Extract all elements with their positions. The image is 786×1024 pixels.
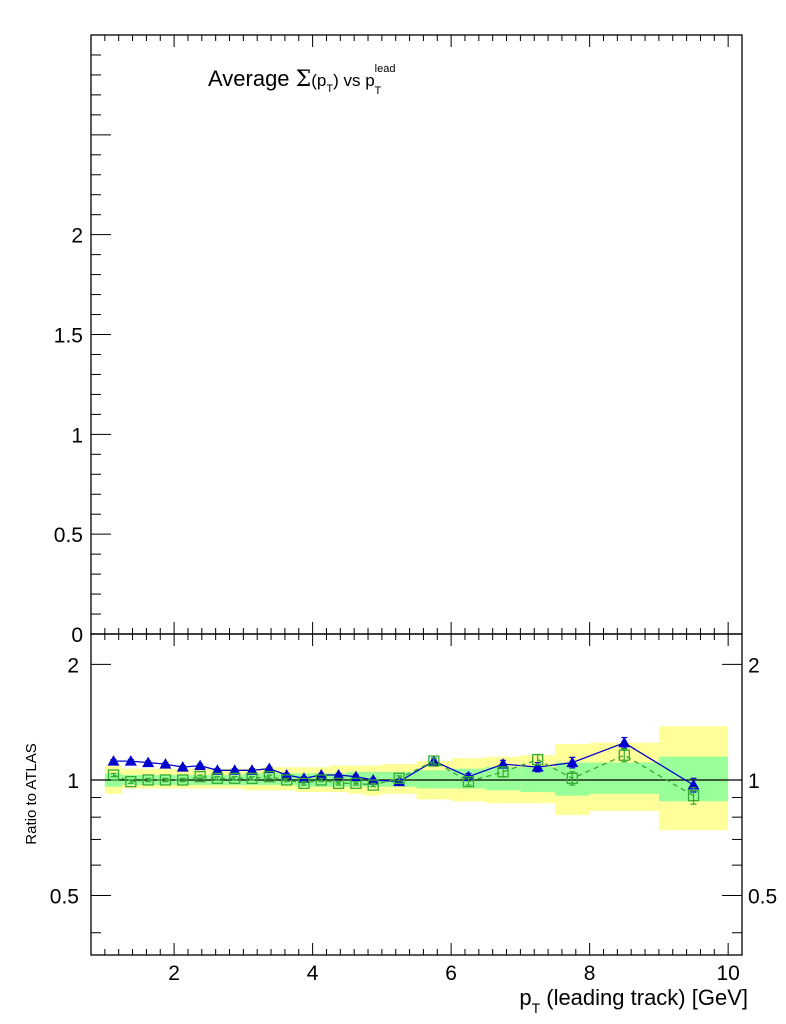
axis-ticks [91, 34, 742, 955]
data-point-square [315, 774, 327, 786]
data-point-triangle [280, 769, 293, 780]
x-tick-label: 10 [716, 962, 739, 985]
inner-band-bin [260, 773, 278, 786]
data-point-square [332, 777, 345, 789]
data-point-square [350, 777, 362, 789]
main-panel-frame [90, 34, 743, 635]
data-point-square [497, 766, 509, 778]
data-point-triangle [315, 769, 328, 780]
data-point-square [159, 774, 172, 786]
main-y-tick-label: 0.5 [54, 524, 83, 547]
x-tick-label: 4 [307, 962, 319, 985]
data-point-square [246, 772, 258, 784]
data-point-square [618, 749, 630, 761]
data-point-triangle [194, 759, 207, 771]
x-tick-label: 8 [584, 962, 596, 985]
data-point-square [298, 777, 310, 789]
data-point-square [532, 753, 544, 766]
x-axis-label: pT (leading track) [GeV] [519, 985, 748, 1016]
data-point-square [229, 772, 241, 784]
data-point-triangle [566, 756, 579, 768]
tick-labels: 0 0.5 1 1.5 2 0.5 0.5 1 1 2 2 2 4 6 8 10 [50, 225, 777, 985]
x-tick-label: 6 [445, 962, 457, 985]
ratio-series [107, 736, 700, 805]
data-point-triangle [107, 755, 120, 766]
data-point-triangle [228, 764, 241, 775]
data-point-square [177, 774, 189, 786]
ratio-y-tick-label-left: 2 [67, 654, 79, 677]
series-line-open-square [113, 754, 694, 797]
data-point-square [194, 771, 206, 783]
data-point-triangle [618, 736, 631, 748]
data-point-triangle [497, 758, 510, 769]
main-y-tick-label: 1 [71, 424, 83, 447]
data-point-square [263, 771, 275, 783]
data-point-triangle [159, 758, 172, 769]
data-point-square [107, 769, 120, 781]
data-point-square [211, 772, 224, 784]
data-point-triangle [687, 779, 700, 790]
ratio-y-tick-label-right: 1 [748, 770, 760, 793]
data-point-square [142, 774, 154, 786]
main-y-tick-label: 2 [71, 225, 83, 248]
data-point-square [125, 775, 137, 788]
data-point-triangle [367, 773, 380, 785]
x-tick-label: 2 [168, 962, 180, 985]
data-point-triangle [332, 769, 345, 780]
data-point-triangle [263, 762, 276, 774]
data-point-triangle [211, 764, 224, 775]
data-point-triangle [246, 764, 259, 775]
main-panel-title: Average Σ(pT) vs plead T [208, 63, 395, 97]
panel-frames [90, 34, 743, 956]
data-point-triangle [531, 761, 544, 772]
ratio-y-tick-label-right: 0.5 [748, 886, 777, 909]
data-point-square [367, 779, 379, 791]
ratio-y-tick-label-right: 2 [748, 654, 760, 677]
ratio-y-axis-label: Ratio to ATLAS [23, 743, 40, 844]
inner-band-bin [589, 762, 659, 794]
ratio-panel-frame [90, 633, 743, 956]
data-point-square [428, 755, 440, 767]
data-point-square [280, 774, 293, 786]
main-y-tick-label: 1.5 [54, 325, 83, 348]
main-y-tick-label: 0 [71, 624, 83, 647]
data-point-triangle [297, 772, 310, 783]
data-point-triangle [176, 761, 189, 772]
ratio-y-tick-label-left: 0.5 [50, 886, 79, 909]
data-point-triangle [142, 756, 155, 768]
data-point-square [462, 775, 475, 788]
data-point-triangle [124, 755, 137, 766]
ratio-y-tick-label-left: 1 [67, 770, 79, 793]
inner-band-bin [485, 767, 521, 791]
data-point-square [393, 772, 405, 784]
data-point-square [566, 772, 578, 784]
data-point-square [687, 790, 700, 802]
